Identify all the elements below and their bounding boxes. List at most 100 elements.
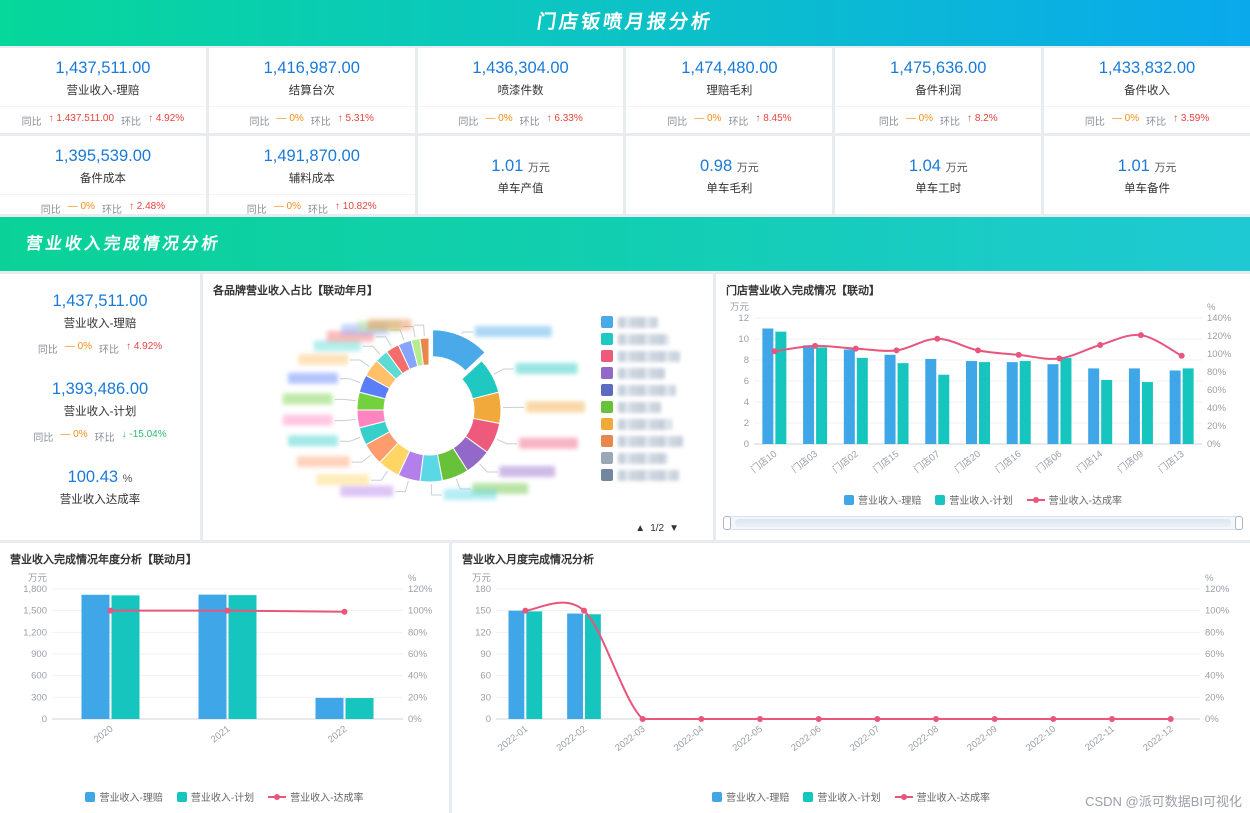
donut-slice[interactable]	[419, 337, 430, 366]
bar-claim[interactable]	[508, 610, 525, 719]
legend-item-plan[interactable]: 营业收入-计划	[176, 789, 254, 804]
donut-legend-item[interactable]	[601, 333, 683, 345]
rate-point[interactable]	[852, 345, 859, 352]
legend-item-claim[interactable]: 营业收入-理赔	[843, 492, 921, 507]
bar-claim[interactable]	[925, 358, 937, 444]
donut-legend-item[interactable]	[601, 367, 683, 379]
legend-item-rate[interactable]: 营业收入-达成率	[1026, 492, 1122, 507]
bar-plan[interactable]	[856, 357, 868, 444]
kpi-card[interactable]: 1,474,480.00 理赔毛利 同比 — 0% 环比 ↑ 8.45%	[626, 48, 833, 133]
rate-point[interactable]	[757, 716, 763, 722]
kpi-card[interactable]: 1.01 万元 单车备件	[1044, 136, 1250, 214]
bar-plan[interactable]	[1182, 368, 1194, 444]
kpi-card[interactable]: 1,416,987.00 结算台次 同比 — 0% 环比 ↑ 5.31%	[208, 48, 415, 133]
bar-claim[interactable]	[1006, 362, 1018, 444]
donut-legend-item[interactable]	[601, 435, 683, 447]
kpi-card[interactable]: 1,395,539.00 备件成本 同比 — 0% 环比 ↑ 2.48%	[0, 136, 206, 216]
rate-point[interactable]	[893, 347, 900, 354]
bar-plan[interactable]	[938, 374, 950, 444]
bar-plan[interactable]	[526, 611, 543, 719]
kpi-card[interactable]: 1.01 万元 单车产值	[417, 136, 624, 214]
bar-claim[interactable]	[1169, 370, 1181, 445]
kpi-card[interactable]: 100.43 % 营业收入达成率	[0, 468, 200, 507]
rate-point[interactable]	[771, 348, 778, 355]
kpi-card[interactable]: 1,433,832.00 备件收入 同比 — 0% 环比 ↑ 3.59%	[1044, 48, 1250, 133]
bar-plan[interactable]	[1019, 361, 1031, 444]
rate-point[interactable]	[1137, 332, 1144, 339]
rate-point[interactable]	[1050, 716, 1057, 722]
bar-plan[interactable]	[1060, 357, 1072, 444]
rate-point[interactable]	[1056, 355, 1063, 362]
bar-plan[interactable]	[816, 347, 828, 444]
bar-plan[interactable]	[775, 331, 787, 444]
rate-point[interactable]	[815, 716, 822, 722]
donut-legend-item[interactable]	[601, 418, 683, 430]
legend-item-plan[interactable]: 营业收入-计划	[935, 492, 1013, 507]
rate-point[interactable]	[224, 607, 231, 614]
rate-point[interactable]	[341, 608, 348, 615]
rate-point[interactable]	[934, 335, 941, 342]
datazoom-slider[interactable]	[723, 516, 1243, 530]
bar-claim[interactable]	[1088, 368, 1100, 444]
donut-legend-item[interactable]	[601, 452, 683, 464]
bar-plan[interactable]	[111, 595, 140, 719]
bar-claim[interactable]	[843, 349, 855, 445]
rate-point[interactable]	[812, 342, 819, 349]
bar-plan[interactable]	[1101, 379, 1113, 444]
rate-point[interactable]	[1167, 716, 1174, 722]
brand-share-donut-chart[interactable]	[203, 292, 613, 538]
rate-point[interactable]	[991, 716, 998, 722]
rate-point[interactable]	[698, 716, 705, 722]
bar-claim[interactable]	[884, 354, 896, 444]
bar-claim[interactable]	[966, 361, 977, 444]
datazoom-handle-right[interactable]	[1235, 516, 1243, 530]
donut-slice[interactable]	[432, 329, 486, 372]
bar-claim[interactable]	[81, 594, 110, 719]
rate-point[interactable]	[874, 716, 881, 722]
rate-point[interactable]	[1109, 716, 1115, 722]
donut-legend-item[interactable]	[601, 469, 683, 481]
kpi-card[interactable]: 1,436,304.00 喷漆件数 同比 — 0% 环比 ↑ 6.33%	[417, 48, 624, 133]
bar-claim[interactable]	[315, 697, 344, 719]
donut-legend-item[interactable]	[601, 350, 683, 362]
bar-claim[interactable]	[1047, 364, 1059, 444]
bar-claim[interactable]	[567, 613, 583, 719]
page-down-icon[interactable]: ▼	[669, 523, 679, 534]
kpi-card[interactable]: 1,475,636.00 备件利润 同比 — 0% 环比 ↑ 8.2%	[835, 48, 1042, 133]
rate-point[interactable]	[1178, 352, 1185, 359]
legend-item-claim[interactable]: 营业收入-理赔	[711, 789, 789, 804]
bar-plan[interactable]	[585, 614, 601, 719]
rate-point[interactable]	[639, 716, 646, 722]
rate-point[interactable]	[581, 607, 587, 614]
legend-item-plan[interactable]: 营业收入-计划	[803, 789, 881, 804]
bar-plan[interactable]	[345, 698, 374, 719]
bar-plan[interactable]	[979, 362, 990, 444]
bar-claim[interactable]	[1128, 368, 1140, 444]
bar-plan[interactable]	[1141, 382, 1153, 444]
rate-point[interactable]	[522, 607, 529, 614]
rate-point[interactable]	[975, 347, 981, 354]
monthly-completion-chart[interactable]: 0 30 60 90 120 150 180 0% 20% 40% 60% 80% 100% 120% 万元…	[452, 565, 1250, 785]
donut-legend-item[interactable]	[601, 316, 683, 328]
kpi-card[interactable]: 0.98 万元 单车毛利	[626, 136, 833, 214]
kpi-card[interactable]: 1.04 万元 单车工时	[835, 136, 1042, 214]
datazoom-handle-left[interactable]	[723, 516, 731, 530]
legend-item-claim[interactable]: 营业收入-理赔	[85, 789, 163, 804]
bar-plan[interactable]	[228, 595, 257, 719]
bar-claim[interactable]	[803, 345, 815, 444]
rate-point[interactable]	[1015, 351, 1022, 358]
kpi-card[interactable]: 1,437,511.00 营业收入-理赔 同比 — 0% 环比 ↑ 4.92%	[0, 292, 200, 356]
donut-legend-item[interactable]	[601, 401, 683, 413]
legend-item-rate[interactable]: 营业收入-达成率	[894, 789, 990, 804]
rate-point[interactable]	[107, 607, 114, 614]
bar-claim[interactable]	[762, 328, 774, 445]
rate-point[interactable]	[933, 716, 939, 722]
rate-point[interactable]	[1097, 342, 1104, 348]
donut-legend-item[interactable]	[601, 384, 683, 396]
legend-item-rate[interactable]: 营业收入-达成率	[268, 789, 364, 804]
kpi-card[interactable]: 1,491,870.00 辅料成本 同比 — 0% 环比 ↑ 10.82%	[208, 136, 415, 216]
kpi-card[interactable]: 1,437,511.00 营业收入-理赔 同比 ↑ 1.437.511.00 环比 ↑ 4…	[0, 48, 206, 133]
yearly-completion-chart[interactable]: 0 300 600 900 1,200 1,500 1,800 0% 20% 40% 60% 80% 1…	[0, 565, 449, 785]
bar-claim[interactable]	[198, 594, 227, 719]
